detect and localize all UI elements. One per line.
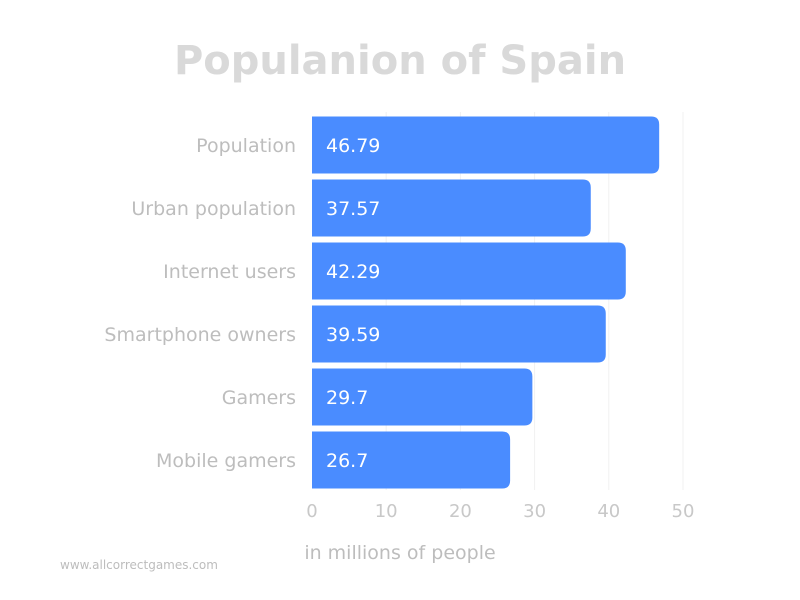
- category-label: Gamers: [222, 387, 296, 409]
- x-axis-title: in millions of people: [304, 542, 495, 564]
- x-tick-label: 50: [672, 501, 695, 522]
- gridlines: [385, 112, 684, 490]
- category-label: Internet users: [163, 261, 296, 283]
- bars: 46.79 37.57 42.29 39.59 29.7 26.7: [312, 116, 660, 489]
- bar-value-label: 26.7: [326, 450, 368, 472]
- x-ticks: 0 10 20 30 40 50: [306, 501, 694, 522]
- category-label: Urban population: [131, 198, 296, 220]
- category-labels: Population Urban population Internet users…: [104, 135, 296, 472]
- category-label: Smartphone owners: [104, 324, 296, 346]
- bar-value-label: 42.29: [326, 261, 380, 283]
- bar: [312, 305, 606, 363]
- x-tick-label: 20: [449, 501, 472, 522]
- watermark: www.allcorrectgames.com: [60, 558, 218, 572]
- bar-value-label: 29.7: [326, 387, 368, 409]
- bar-value-label: 39.59: [326, 324, 380, 346]
- bar: [312, 431, 511, 489]
- x-tick-label: 10: [375, 501, 398, 522]
- bar: [312, 179, 591, 237]
- x-tick-label: 40: [597, 501, 620, 522]
- category-label: Mobile gamers: [156, 450, 296, 472]
- category-label: Population: [196, 135, 296, 157]
- chart-title: Populanion of Spain: [174, 38, 626, 84]
- bar-value-label: 37.57: [326, 198, 380, 220]
- x-tick-label: 30: [523, 501, 546, 522]
- bar: [312, 242, 626, 300]
- bar: [312, 368, 533, 426]
- bar-value-label: 46.79: [326, 135, 380, 157]
- bar: [312, 116, 660, 174]
- x-tick-label: 0: [306, 501, 317, 522]
